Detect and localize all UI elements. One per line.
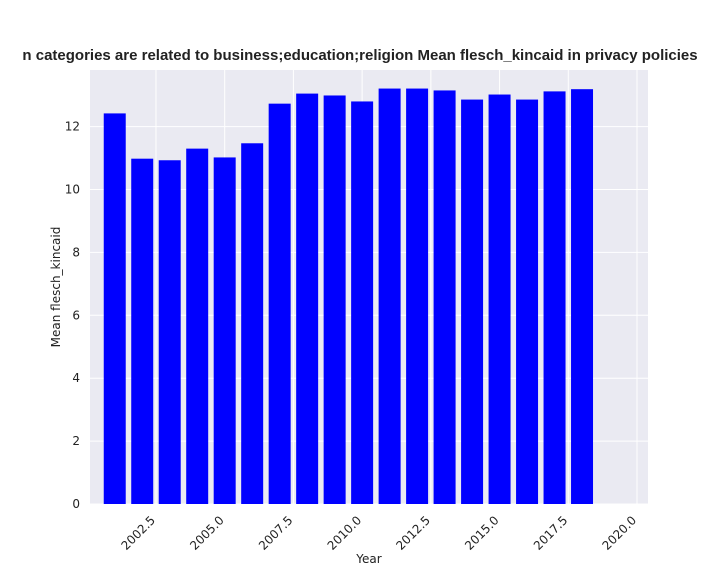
bar	[296, 93, 319, 504]
bar	[543, 91, 566, 505]
bar	[323, 95, 346, 505]
bar	[186, 148, 209, 505]
y-tick-label: 8	[72, 245, 80, 259]
bar	[268, 103, 291, 504]
bar	[571, 89, 594, 505]
chart-title: n categories are related to business;edu…	[22, 47, 698, 64]
x-axis-label: Year	[355, 552, 381, 566]
y-tick-label: 6	[72, 308, 80, 322]
bar	[351, 101, 374, 504]
bar	[406, 88, 429, 505]
x-tick-label: 2017.5	[531, 513, 571, 553]
bars	[103, 88, 594, 505]
x-tick-label: 2007.5	[256, 513, 296, 553]
y-tick-label: 4	[72, 371, 80, 385]
x-tick-label: 2020.0	[600, 513, 640, 553]
bar	[213, 157, 236, 504]
bar	[131, 158, 154, 504]
y-tick-label: 10	[65, 183, 80, 197]
bar	[516, 99, 539, 504]
bar	[461, 99, 484, 504]
x-tick-label: 2010.0	[325, 513, 365, 553]
bar	[488, 94, 511, 505]
bar	[378, 88, 401, 505]
bar	[241, 143, 264, 505]
x-tick-label: 2015.0	[462, 513, 502, 553]
y-tick-label: 2	[72, 434, 80, 448]
x-tick-label: 2005.0	[187, 513, 227, 553]
y-tick-label: 0	[72, 497, 80, 511]
bar	[103, 113, 126, 505]
x-axis-ticks: 2002.5 2005.0 2007.5 2010.0 2012.5 2015.0 2017…	[118, 513, 639, 553]
bar	[158, 160, 181, 505]
x-tick-label: 2012.5	[393, 513, 433, 553]
bar	[433, 90, 456, 505]
y-axis-ticks: 0 2 4 6 8 10 12	[65, 120, 80, 511]
y-axis-label: Mean flesch_kincaid	[49, 227, 63, 348]
y-tick-label: 12	[65, 120, 80, 134]
x-tick-label: 2002.5	[118, 513, 158, 553]
